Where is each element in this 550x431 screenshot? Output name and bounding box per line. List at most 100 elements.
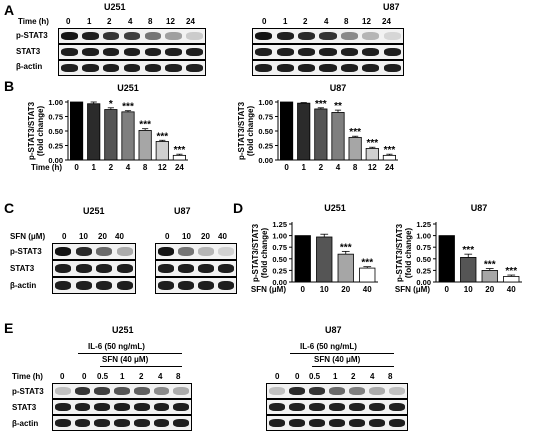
- chart-title: U87: [330, 83, 347, 93]
- panel-e-u251-time-0: 0: [60, 372, 65, 381]
- panel-e-title-u87: U87: [325, 325, 342, 335]
- blot-band: [329, 419, 345, 427]
- chart-title: U251: [324, 203, 346, 213]
- x-tick-label: 24: [385, 163, 394, 172]
- panel-e-u251-time-5: 4: [158, 372, 163, 381]
- blot-a-u87-actin: [252, 60, 404, 76]
- x-tick-label: 1: [301, 163, 306, 172]
- blot-band: [289, 419, 305, 427]
- y-tick-label: 0.50: [272, 255, 287, 264]
- blot-band: [389, 419, 405, 427]
- panel-e-row-actin: β-actin: [12, 419, 39, 428]
- blot-band: [340, 32, 358, 40]
- blot-band: [309, 387, 325, 395]
- blot-band: [102, 64, 120, 72]
- blot-band: [362, 32, 380, 40]
- y-axis-label: p-STAT3/STAT3: [27, 101, 36, 160]
- blot-c-u251-stat3: [52, 260, 136, 277]
- x-axis-label: SFN (μM): [395, 285, 430, 294]
- bar: [87, 103, 101, 161]
- panel-a-u87-time-3: 4: [324, 17, 329, 26]
- blot-c-u251-actin: [52, 277, 136, 294]
- blot-a-u87-stat3: [252, 44, 404, 60]
- blot-band: [218, 281, 234, 290]
- bar: [359, 267, 376, 283]
- y-tick-label: 1.00: [258, 98, 273, 107]
- x-tick-label: 20: [341, 285, 350, 294]
- blot-band: [133, 403, 150, 411]
- blot-a-u251-stat3: [58, 44, 206, 60]
- significance-label: **: [334, 101, 342, 112]
- bar: [70, 101, 84, 161]
- blot-e-u87-actin: [266, 415, 408, 431]
- x-tick-label: 40: [363, 285, 372, 294]
- y-tick-label: 1.25: [272, 220, 287, 229]
- blot-band: [198, 281, 214, 290]
- blot-band: [96, 247, 113, 256]
- blot-band: [218, 264, 234, 273]
- chart-d-u87: U87 p-STAT3/STAT3 (fold change)0.00 0.25 0.5…: [395, 203, 522, 294]
- x-tick-label: 24: [175, 163, 184, 172]
- blot-band: [178, 264, 194, 273]
- blot-e-u251-actin: [52, 415, 192, 431]
- blot-band: [116, 247, 133, 256]
- blot-band: [276, 32, 294, 40]
- blot-band: [153, 387, 170, 395]
- y-tick-label: 1.00: [416, 232, 431, 241]
- blot-band: [178, 281, 194, 290]
- blot-band: [349, 387, 365, 395]
- bar: [121, 111, 135, 161]
- blot-band: [186, 48, 203, 56]
- y-tick-label: 0.25: [48, 142, 63, 151]
- bar: [138, 130, 152, 161]
- significance-label: ***: [484, 260, 496, 271]
- panel-a-row-pstat3: p-STAT3: [16, 31, 48, 40]
- x-tick-label: 12: [368, 163, 377, 172]
- blot-band: [54, 403, 71, 411]
- blot-band: [153, 419, 170, 427]
- blot-band: [54, 419, 71, 427]
- blot-band: [165, 48, 183, 56]
- bar: [337, 253, 354, 283]
- panel-c-u251-dose-1: 10: [79, 232, 88, 241]
- y-tick-label: 0.25: [258, 142, 273, 151]
- significance-label: ***: [462, 245, 474, 256]
- panel-e-row-stat3: STAT3: [12, 403, 37, 412]
- x-tick-label: 0: [445, 285, 450, 294]
- blot-band: [309, 403, 325, 411]
- bar: [503, 276, 520, 283]
- y-axis-label: p-STAT3/STAT3: [251, 223, 260, 282]
- blot-band: [269, 403, 285, 411]
- panel-a-u87-time-1: 1: [283, 17, 288, 26]
- panel-c-sfn-label: SFN (μM): [10, 232, 46, 241]
- blot-c-u251-pstat3: [52, 243, 136, 260]
- panel-a-u251-time-0: 0: [66, 17, 71, 26]
- chart-d-u251: U251 p-STAT3/STAT3 (fold change)0.00 0.25 0.…: [251, 203, 378, 294]
- blot-band: [81, 48, 99, 56]
- x-tick-label: 20: [485, 285, 494, 294]
- blot-band: [158, 247, 174, 256]
- x-axis-label: SFN (μM): [251, 285, 286, 294]
- significance-label: ***: [156, 131, 168, 142]
- significance-label: ***: [361, 258, 373, 269]
- blot-band: [165, 32, 183, 40]
- y-tick-label: 0.00: [272, 278, 287, 287]
- blot-band: [178, 247, 194, 256]
- y-tick-label: 0.75: [258, 113, 273, 122]
- panel-a-title-u251: U251: [104, 2, 126, 12]
- blot-band: [173, 387, 190, 395]
- blot-band: [116, 281, 133, 290]
- panel-e-time-label: Time (h): [12, 372, 43, 381]
- blot-band: [173, 419, 190, 427]
- panel-c-row-pstat3: p-STAT3: [10, 247, 42, 256]
- x-tick-label: 8: [143, 163, 148, 172]
- blot-band: [94, 403, 111, 411]
- blot-band: [276, 64, 294, 72]
- significance-label: ***: [340, 242, 352, 253]
- panel-a-title-u87: U87: [383, 2, 400, 12]
- panel-e-u87-time-5: 4: [370, 372, 375, 381]
- blot-band: [74, 387, 91, 395]
- blot-a-u251-actin: [58, 60, 206, 76]
- panel-c-title-u87: U87: [174, 206, 191, 216]
- blot-band: [102, 32, 120, 40]
